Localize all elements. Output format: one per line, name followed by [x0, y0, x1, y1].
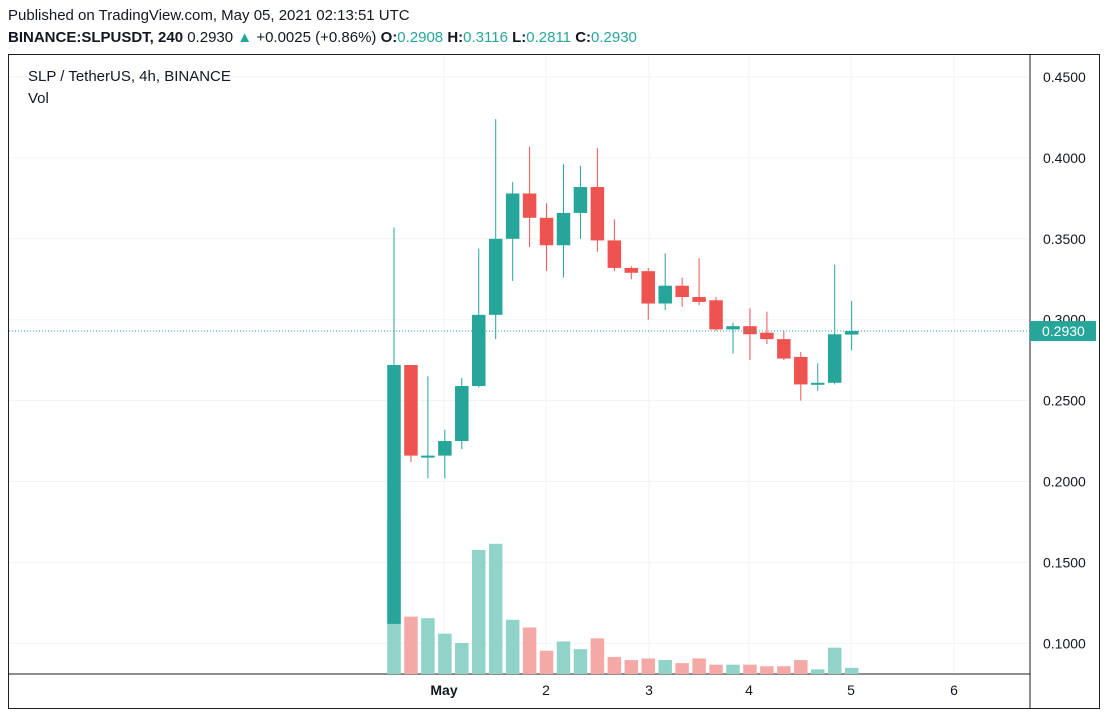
- volume-bar: [556, 641, 571, 674]
- candle-body: [539, 217, 554, 246]
- candle-body: [573, 187, 588, 213]
- open-value: 0.2908: [397, 29, 444, 46]
- last-price: 0.2930: [187, 29, 234, 46]
- volume-bar: [455, 643, 469, 674]
- candle-body: [472, 314, 486, 387]
- ohlc-header: BINANCE:SLPUSDT, 240 0.2930 ▲ +0.0025 (+…: [8, 29, 637, 46]
- chart-frame[interactable]: 0.4500 0.4000 0.3500 0.3000 0.2500 0.2000 0.15…: [8, 54, 1100, 709]
- candle-body: [387, 365, 401, 624]
- candle-body: [590, 187, 605, 241]
- x-tick-label: 2: [542, 682, 550, 698]
- volume-bar: [827, 647, 842, 674]
- candle-body: [777, 339, 791, 359]
- y-tick-label: 0.4500: [1043, 69, 1086, 85]
- candle-body: [760, 332, 774, 340]
- symbol-label: BINANCE:SLPUSDT, 240: [8, 29, 184, 46]
- volume-bar: [709, 664, 723, 674]
- candle-body: [726, 326, 740, 330]
- candle-body: [641, 271, 655, 304]
- volume-bar: [522, 627, 537, 674]
- price-chart[interactable]: 0.45000.40000.35000.30000.25000.20000.15…: [9, 55, 1099, 708]
- volume-bar: [743, 664, 757, 674]
- candle-body: [455, 386, 469, 442]
- volume-bar: [488, 543, 503, 674]
- last-price-tag: [1030, 321, 1096, 342]
- candle-body: [556, 212, 571, 246]
- candle-body: [488, 238, 503, 315]
- volume-bar: [675, 663, 689, 674]
- x-tick-label: 3: [645, 682, 653, 698]
- y-tick-label: 0.2500: [1043, 393, 1086, 409]
- x-tick-label: 4: [745, 682, 753, 698]
- volume-bar: [505, 619, 520, 674]
- candle-body: [404, 365, 418, 456]
- candle-body: [811, 382, 825, 385]
- candle-body: [844, 331, 859, 335]
- candle-body: [438, 441, 452, 456]
- volume-bar: [573, 649, 588, 674]
- up-arrow-icon: ▲: [237, 29, 253, 46]
- volume-bar: [726, 664, 740, 674]
- high-value: 0.3116: [463, 29, 508, 46]
- x-tick-label: 6: [950, 682, 958, 698]
- close-label: C:: [575, 29, 592, 46]
- candle-body: [675, 285, 689, 298]
- volume-bar: [438, 633, 452, 674]
- volume-bar: [844, 667, 859, 674]
- candle-body: [522, 193, 537, 218]
- candle-body: [709, 300, 723, 330]
- volume-bar: [760, 666, 774, 674]
- candle-body: [505, 193, 520, 239]
- open-label: O:: [380, 29, 398, 46]
- volume-bar: [539, 650, 554, 674]
- published-line: Published on TradingView.com, May 05, 20…: [8, 7, 410, 24]
- close-value: 0.2930: [591, 29, 637, 46]
- candle-body: [421, 455, 435, 458]
- volume-bar: [472, 550, 486, 674]
- y-tick-label: 0.2000: [1043, 474, 1086, 490]
- chart-title: SLP / TetherUS, 4h, BINANCE: [28, 68, 231, 85]
- volume-legend: Vol: [28, 90, 49, 107]
- candle-body: [743, 326, 757, 335]
- last-price-tag-label: 0.2930: [1042, 323, 1085, 339]
- volume-bar: [658, 660, 672, 674]
- candle-body: [794, 356, 808, 385]
- volume-bar: [777, 666, 791, 674]
- volume-bar: [590, 638, 605, 674]
- candle-body: [692, 297, 706, 302]
- x-tick-label: May: [430, 682, 457, 698]
- volume-bar: [421, 618, 435, 674]
- y-tick-label: 0.1500: [1043, 554, 1086, 570]
- low-label: L:: [512, 29, 527, 46]
- volume-bar: [811, 669, 825, 674]
- volume-bar: [404, 616, 418, 674]
- volume-bar: [624, 660, 639, 674]
- y-tick-label: 0.1000: [1043, 635, 1086, 651]
- y-tick-label: 0.3500: [1043, 231, 1086, 247]
- volume-bar: [641, 658, 655, 674]
- volume-bar: [692, 658, 706, 674]
- candle-body: [658, 285, 672, 304]
- x-tick-label: 5: [847, 682, 855, 698]
- volume-bar: [794, 660, 808, 674]
- candle-body: [607, 240, 622, 268]
- high-label: H:: [447, 29, 464, 46]
- candle-body: [624, 267, 639, 273]
- y-tick-label: 0.4000: [1043, 150, 1086, 166]
- low-value: 0.2811: [526, 29, 572, 46]
- volume-bar: [607, 656, 622, 674]
- price-change: +0.0025 (+0.86%): [256, 29, 377, 46]
- candle-body: [827, 334, 842, 383]
